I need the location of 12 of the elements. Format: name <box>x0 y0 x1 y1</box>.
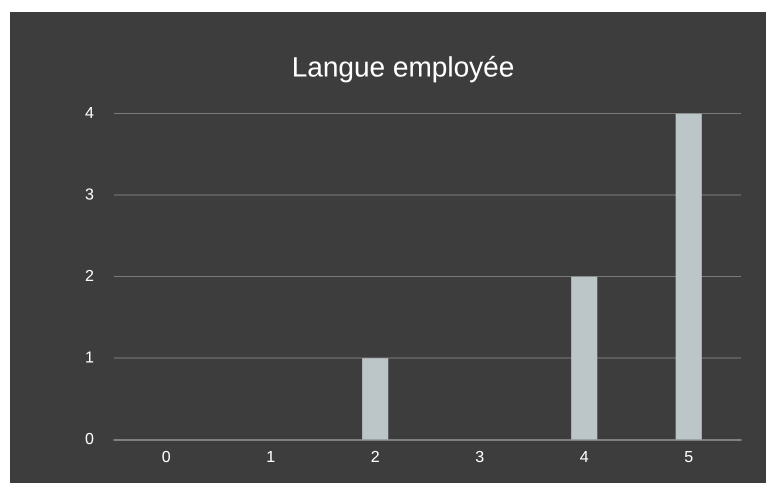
y-tick-label: 1 <box>84 350 94 367</box>
y-tick-label: 0 <box>84 431 94 448</box>
x-tick-label: 2 <box>370 448 380 466</box>
x-tick-label: 0 <box>162 448 171 466</box>
y-tick-label: 4 <box>84 105 94 122</box>
y-tick-label: 2 <box>84 268 94 286</box>
chart-title: Langue employée <box>292 52 514 83</box>
x-tick-label: 5 <box>684 448 694 466</box>
x-tick-label: 4 <box>580 448 589 466</box>
x-tick-label: 3 <box>475 448 484 466</box>
x-tick-label: 1 <box>266 448 276 466</box>
y-tick-label: 3 <box>84 186 94 204</box>
